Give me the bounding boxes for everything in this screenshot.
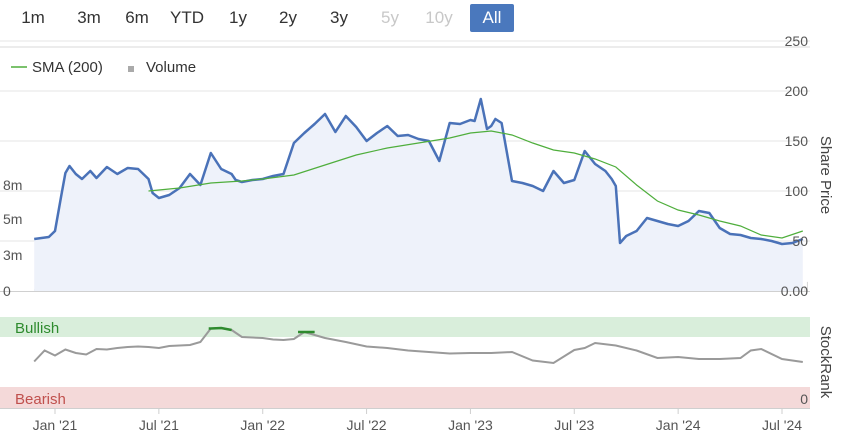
x-tick-label: Jan '24 <box>656 417 701 433</box>
y-tick-label: 50 <box>792 233 808 249</box>
y-tick-label: 0.00 <box>781 283 808 299</box>
y-tick-label: 150 <box>785 133 809 149</box>
x-tick-label: Jul '21 <box>139 417 179 433</box>
x-tick-label: Jul '23 <box>554 417 594 433</box>
range-button-1y[interactable]: 1y <box>229 8 247 27</box>
bullish-band <box>0 317 810 337</box>
volume-tick-label: 3m <box>3 247 22 263</box>
sma-line <box>148 130 803 239</box>
volume-tick-label: 8m <box>3 177 22 193</box>
range-button-2y[interactable]: 2y <box>279 8 297 27</box>
volume-bar <box>804 286 806 291</box>
range-button-6m[interactable]: 6m <box>125 8 149 27</box>
legend-volume-label: Volume <box>146 59 196 76</box>
range-button-3y[interactable]: 3y <box>330 8 348 27</box>
stockrank-line <box>33 326 803 365</box>
range-button-10y: 10y <box>425 8 453 27</box>
stockrank-tick-label: 0 <box>800 391 808 407</box>
stockrank-bullish-segment <box>208 326 232 332</box>
range-button-3m[interactable]: 3m <box>77 8 101 27</box>
volume-bar <box>806 281 808 291</box>
x-tick-label: Jul '22 <box>347 417 387 433</box>
legend-sma-label: SMA (200) <box>32 59 103 76</box>
x-tick-label: Jul '24 <box>762 417 802 433</box>
volume-tick-label: 0 <box>3 283 11 299</box>
y-tick-label: 200 <box>785 83 809 99</box>
price-line <box>34 97 804 246</box>
x-tick-label: Jan '22 <box>240 417 285 433</box>
stockrank-axis-title: StockRank <box>817 326 834 399</box>
range-button-1m[interactable]: 1m <box>21 8 45 27</box>
range-button-all[interactable]: All <box>470 4 514 32</box>
bullish-label: Bullish <box>15 320 59 337</box>
range-button-ytd[interactable]: YTD <box>170 8 204 27</box>
legend-volume-swatch <box>128 66 134 72</box>
x-tick-label: Jan '23 <box>448 417 493 433</box>
price-area <box>34 99 803 291</box>
range-button-5y: 5y <box>381 8 399 27</box>
bearish-label: Bearish <box>15 391 66 408</box>
y-axis-title: Share Price <box>817 136 834 214</box>
bearish-band <box>0 387 810 408</box>
range-selector: 1m 3m 6m YTD 1y 2y 3y 5y 10y All <box>0 0 530 36</box>
y-tick-label: 250 <box>785 33 809 49</box>
volume-tick-label: 5m <box>3 211 22 227</box>
x-tick-label: Jan '21 <box>33 417 78 433</box>
y-tick-label: 100 <box>785 183 809 199</box>
